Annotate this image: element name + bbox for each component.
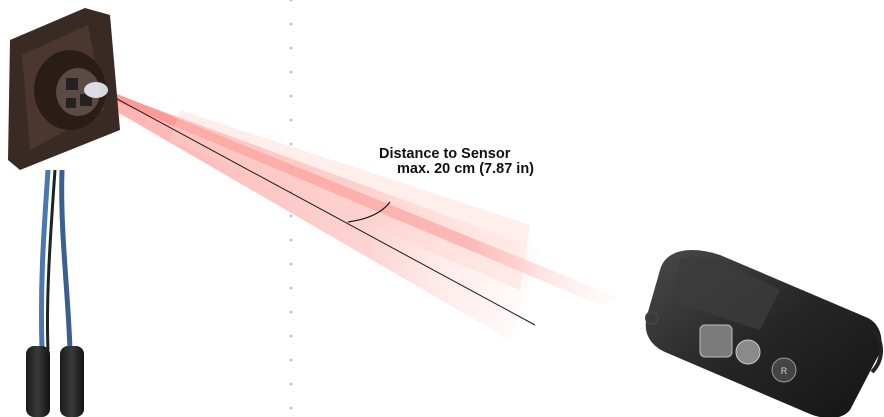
- svg-text:R: R: [781, 366, 788, 376]
- distance-label-max: max. 20 cm (7.87 in): [397, 161, 535, 177]
- infrared-sensor-icon: [8, 8, 120, 417]
- infrared-beam: [100, 92, 620, 340]
- distance-measure-line: [107, 93, 536, 326]
- remote-transmitter-icon: R: [645, 250, 883, 417]
- distance-label-title: Distance to Sensor: [379, 146, 511, 162]
